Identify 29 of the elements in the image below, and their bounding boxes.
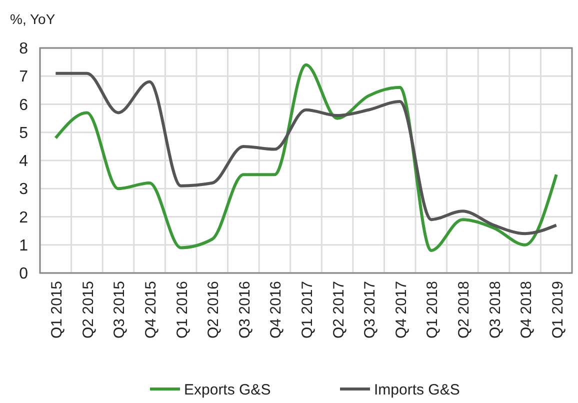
x-tick-label: Q2 2017 (330, 281, 348, 339)
x-tick-label: Q2 2016 (205, 281, 222, 339)
y-tick-label: 8 (19, 40, 28, 58)
x-tick-label: Q2 2015 (80, 281, 97, 339)
x-tick-label: Q1 2017 (299, 281, 316, 339)
y-axis-title: %, YoY (10, 11, 56, 27)
y-tick-label: 3 (19, 181, 28, 198)
x-tick-label: Q4 2015 (142, 281, 160, 339)
legend-label: Exports G&S (184, 381, 271, 398)
x-tick-label: Q4 2018 (518, 281, 536, 339)
x-tick-label: Q2 2018 (455, 281, 472, 339)
x-tick-label: Q3 2015 (111, 281, 128, 339)
x-tick-label: Q3 2018 (486, 281, 504, 339)
x-tick-label: Q1 2018 (424, 281, 442, 339)
y-tick-label: 1 (19, 237, 28, 254)
x-tick-label: Q3 2017 (362, 281, 379, 339)
y-tick-label: 5 (19, 124, 28, 142)
x-tick-label: Q3 2016 (236, 281, 254, 339)
legend-label: Imports G&S (374, 381, 460, 398)
x-tick-label: Q1 2019 (549, 281, 566, 339)
y-tick-label: 7 (19, 68, 28, 86)
y-tick-label: 2 (19, 209, 28, 226)
x-tick-label: Q1 2015 (48, 281, 66, 339)
y-tick-label: 6 (19, 96, 28, 114)
x-tick-label: Q4 2016 (268, 281, 285, 339)
y-tick-label: 0 (19, 266, 28, 283)
x-tick-label: Q1 2016 (174, 281, 191, 339)
x-tick-label: Q4 2017 (392, 281, 410, 339)
y-tick-label: 4 (19, 153, 28, 170)
